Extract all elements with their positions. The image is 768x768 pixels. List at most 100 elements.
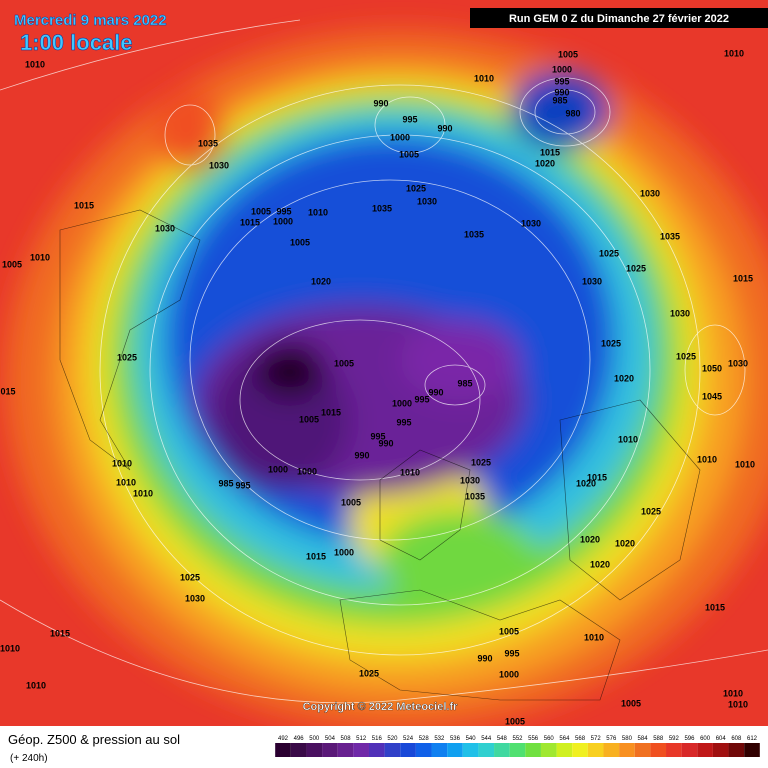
pressure-label: 995 [276,206,291,216]
colorbar-label: 544 [481,736,492,742]
pressure-label: 1030 [155,223,175,233]
pressure-label: 1030 [670,308,690,318]
pressure-label: 1030 [209,160,229,170]
pressure-label: 1025 [471,457,491,467]
pressure-label: 1010 [26,680,46,690]
color-swatch [572,743,588,757]
pressure-label: 1030 [185,593,205,603]
pressure-label: 1005 [558,49,578,59]
color-swatch [525,743,541,757]
colorbar-label: 512 [356,736,367,742]
pressure-label: 1015 [306,551,326,561]
pressure-label: 1030 [460,475,480,485]
colorbar: 492 496 500 504 508 512 516 520 524 528 532 536 540 5… [275,736,760,757]
colorbar-label: 540 [466,736,477,742]
color-swatch [290,743,307,757]
colorbar-label: 568 [575,736,586,742]
colorbar-label: 492 [278,736,289,742]
pressure-label: 1005 [341,497,361,507]
local-time: 1:00 locale [20,30,133,55]
pressure-label: 990 [378,438,393,448]
colorbar-label: 524 [403,736,414,742]
color-swatch [697,743,713,757]
pressure-label: 990 [477,653,492,663]
colorbar-label: 552 [512,736,523,742]
pressure-label: 1015 [540,147,560,157]
pressure-label: 1000 [390,132,410,142]
color-swatch [337,743,354,757]
color-swatch [540,743,557,757]
pressure-label: 1025 [626,263,646,273]
colorbar-label: 500 [309,736,320,742]
colorbar-label: 612 [747,736,758,742]
pressure-label: 1025 [641,506,661,516]
run-info: Run GEM 0 Z du Dimanche 27 février 2022 [509,13,729,25]
pressure-label: 1035 [464,229,484,239]
pressure-label: 1015 [587,472,607,482]
pressure-label: 1015 [733,273,753,283]
colorbar-label: 528 [419,736,430,742]
pressure-label: 990 [437,123,452,133]
colorbar-label: 496 [294,736,305,742]
pressure-label: 1020 [614,373,634,383]
color-swatch [322,743,338,757]
colorbar-label: 516 [372,736,383,742]
colorbar-label: 520 [387,736,398,742]
pressure-label: 1010 [735,459,755,469]
color-swatch [353,743,369,757]
pressure-label: 995 [554,76,569,86]
color-swatch [650,743,667,757]
color-swatch [619,743,635,757]
coastlines [59,209,701,701]
pressure-label: 1005 [621,698,641,708]
legend-lead: (+ 240h) [10,753,48,764]
color-swatch [447,743,463,757]
pressure-label: 990 [428,387,443,397]
colorbar-label: 604 [716,736,727,742]
colorbar-label: 588 [653,736,664,742]
pressure-label: 990 [354,450,369,460]
pressure-label: 1025 [180,572,200,582]
pressure-label: 1005 [399,149,419,159]
color-swatch [306,743,323,757]
pressure-label: 1025 [359,668,379,678]
pressure-label: 1005 [505,716,525,726]
run-box [470,8,768,28]
colorbar-label: 532 [434,736,445,742]
color-swatch [494,743,510,757]
color-swatch [478,743,495,757]
colorbar-label: 584 [638,736,649,742]
pressure-label: 985 [457,378,472,388]
colorbar-label: 536 [450,736,461,742]
pressure-label: 1010 [584,632,604,642]
colorbar-label: 560 [544,736,555,742]
pressure-label: 1030 [640,188,660,198]
pressure-label: 1010 [308,207,328,217]
pressure-label: 1020 [576,478,596,488]
pressure-label: 1030 [728,358,748,368]
pressure-label: 980 [565,108,580,118]
pressure-label: 1000 [499,669,519,679]
pressure-label: 1010 [618,434,638,444]
color-swatch [744,743,760,757]
color-swatch [587,743,604,757]
pressure-label: 1025 [117,352,137,362]
colorbar-label: 608 [731,736,742,742]
pressure-label: 995 [235,480,250,490]
colorbar-label: 576 [606,736,617,742]
colorbar-label: 556 [528,736,539,742]
copyright: Copyright © 2022 Meteociel.fr [303,701,459,713]
pressure-label: 1010 [400,467,420,477]
color-swatch [431,743,448,757]
colorbar-label: 564 [559,736,570,742]
color-swatch [384,743,401,757]
pressure-label: 1010 [0,643,20,653]
color-swatch [462,743,479,757]
legend-title: Géop. Z500 & pression au sol [8,732,180,747]
pressure-label: 1005 [499,626,519,636]
date: Mercredi 9 mars 2022 [14,12,167,29]
colorbar-label: 592 [669,736,680,742]
color-swatch [415,743,432,757]
pressure-label: 1010 [30,252,50,262]
pressure-label: 1000 [268,464,288,474]
